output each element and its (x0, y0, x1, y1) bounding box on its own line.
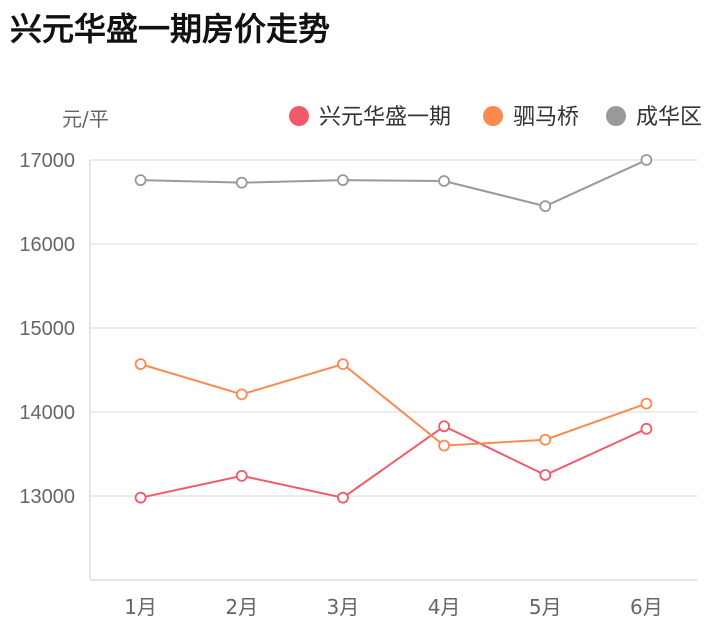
data-point (640, 397, 653, 410)
data-point (438, 420, 450, 433)
data-point (235, 388, 248, 401)
x-tick-label: 5月 (529, 595, 562, 619)
series-line (140, 363, 647, 447)
data-point (134, 491, 147, 504)
legend-marker (289, 106, 309, 126)
data-point (539, 469, 552, 481)
y-tick-label: 13000 (19, 486, 75, 508)
y-tick-label: 14000 (19, 402, 75, 424)
data-point (235, 469, 248, 482)
y-tick-label: 16000 (19, 234, 75, 256)
chart-title: 兴元华盛一期房价走势 (10, 10, 331, 48)
data-point (134, 174, 147, 187)
legend-marker (606, 106, 626, 126)
y-tick-label: 15000 (19, 318, 75, 340)
x-tick-label: 1月 (124, 595, 157, 619)
data-point (438, 175, 450, 187)
series-line (140, 159, 647, 208)
data-point (640, 422, 653, 435)
legend-label: 驷马桥 (513, 105, 579, 130)
legend-marker (483, 106, 503, 126)
x-tick-label: 4月 (428, 595, 461, 619)
data-point (134, 358, 147, 371)
data-point (337, 174, 349, 187)
y-tick-label: 17000 (19, 150, 75, 172)
x-tick-label: 3月 (327, 595, 360, 619)
data-point (539, 200, 552, 213)
legend-label: 成华区 (636, 105, 702, 130)
legend-label: 兴元华盛一期 (319, 105, 451, 130)
data-point (337, 358, 349, 371)
data-point (337, 491, 349, 504)
data-point (640, 154, 653, 166)
x-tick-label: 2月 (225, 595, 258, 619)
data-point (438, 439, 450, 452)
series-line (140, 425, 647, 499)
data-point (235, 176, 248, 189)
x-tick-label: 6月 (630, 595, 663, 619)
y-axis-label: 元/平 (62, 107, 109, 131)
data-point (539, 433, 552, 446)
